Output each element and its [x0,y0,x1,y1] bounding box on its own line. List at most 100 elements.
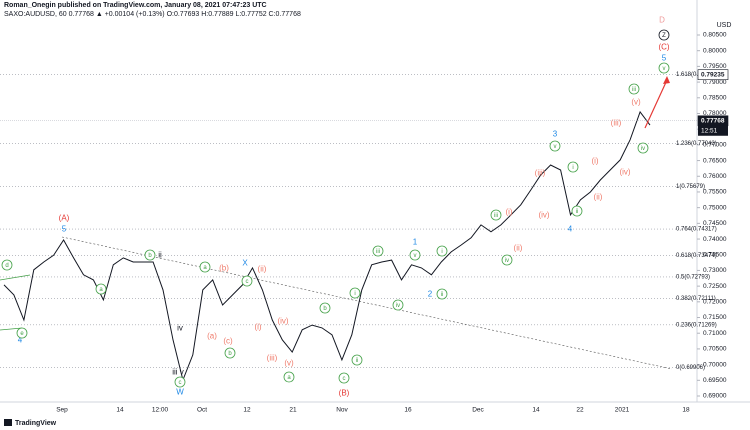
wave-label: i [572,165,573,171]
y-tick-label: 0.73500 [703,251,727,258]
wave-circle [1,259,13,271]
wave-circle [571,205,583,217]
wave-circle [16,327,28,339]
wave-label: iv [177,324,183,333]
wave-circle [283,371,295,383]
price-line [3,110,651,382]
wave-circle [95,283,107,295]
wave-label: Z [662,33,666,39]
wave-circle [549,140,561,152]
fib-label: 0.618(0.73474) [676,253,717,259]
wave-label: 1 [413,238,418,247]
wave-label: (iv) [277,317,288,326]
x-tick-label: Dec [472,407,484,414]
y-tick-label: 0.72500 [703,283,727,290]
wave-label: (v) [631,98,641,107]
wave-label: b [228,351,232,357]
x-tick-label: 21 [289,407,297,414]
wave-label: 5 [62,225,67,234]
y-tick-label: 0.79500 [703,63,727,70]
x-tick-label: 12:00 [152,407,169,414]
wave-label: ii [441,292,444,298]
logo-icon [4,419,12,426]
price-label-box [697,69,729,81]
wave-label: iii [494,213,498,219]
projection-arrow [644,79,668,129]
wave-label: ii [576,209,579,215]
wave-label: (c) [223,337,233,346]
wave-circle [637,142,649,154]
wave-label: 2 [428,290,433,299]
wave-circle [144,249,156,261]
wave-label: (B) [339,389,350,398]
fib-label: 0(0.69906) [676,365,705,371]
wave-label: (iv) [619,168,630,177]
wave-label: i [354,291,355,297]
wave-label: (i) [505,208,512,217]
wave-label: v [414,253,417,259]
wave-circle [338,372,350,384]
wave-circle [658,62,670,74]
wave-label: c [179,380,182,386]
wave-circle [224,347,236,359]
wave-label: 3 [553,130,558,139]
x-tick-label: Nov [336,407,348,414]
y-tick-label: 0.78500 [703,95,727,102]
x-tick-label: Oct [197,407,207,414]
wave-label: iii [632,87,636,93]
fib-label: 0.382(0.72111) [676,296,716,302]
x-tick-label: 18 [682,407,690,414]
y-tick-label: 0.76000 [703,173,727,180]
wave-label: (ii) [594,193,603,202]
wave-label: 5 [662,54,667,63]
wave-circle [490,209,502,221]
y-tick-label: 0.69000 [703,393,727,400]
y-tick-label: 0.80500 [703,32,727,39]
wave-label: v [663,66,666,72]
x-tick-label: 14 [532,407,540,414]
wave-label: (b) [219,264,229,273]
wave-label: ii [356,358,359,364]
wave-label: (iii) [267,354,278,363]
y-tick-label: 0.70000 [703,361,727,368]
wave-label: 4 [568,225,573,234]
wave-label: a [99,287,103,293]
wave-circle [392,299,404,311]
x-tick-label: 16 [404,407,412,414]
wave-circle [372,245,384,257]
fib-label: 0.5(0.72793) [676,275,710,281]
wave-circle [174,376,186,388]
wave-circle [658,29,670,41]
wave-label: (i) [254,323,261,332]
x-tick-label: 2021 [615,407,630,414]
wave-label: W [176,388,184,397]
y-tick-label: 0.72000 [703,299,727,306]
fib-label: 0.764(0.74317) [676,227,717,233]
wave-label: d [5,263,8,269]
countdown-box [698,125,728,136]
wave-circle [628,83,640,95]
wave-label: a [203,265,207,271]
fib-label: 1.236(0.77042) [676,141,717,147]
brand: TradingView [15,420,57,427]
y-tick-label: 0.74000 [703,236,727,243]
wave-circle [436,245,448,257]
y-tick-label: 0.80000 [703,47,727,54]
wave-label: c [343,376,346,382]
wave-circle [349,287,361,299]
wave-circle [319,302,331,314]
wave-circle [199,261,211,273]
wave-label: i [441,249,442,255]
wave-label: c [246,279,249,285]
wave-label: (iv) [538,211,549,220]
wave-label: iv [641,146,645,152]
green-segment [0,327,23,331]
x-tick-label: Sep [56,407,68,414]
wave-label: (A) [59,214,70,223]
wave-label: iii [376,249,380,255]
fib-label: 0.236(0.71269) [676,322,717,328]
price-label: 0.79235 [701,71,725,78]
wave-circle [501,254,513,266]
y-tick-label: 0.69500 [703,377,727,384]
